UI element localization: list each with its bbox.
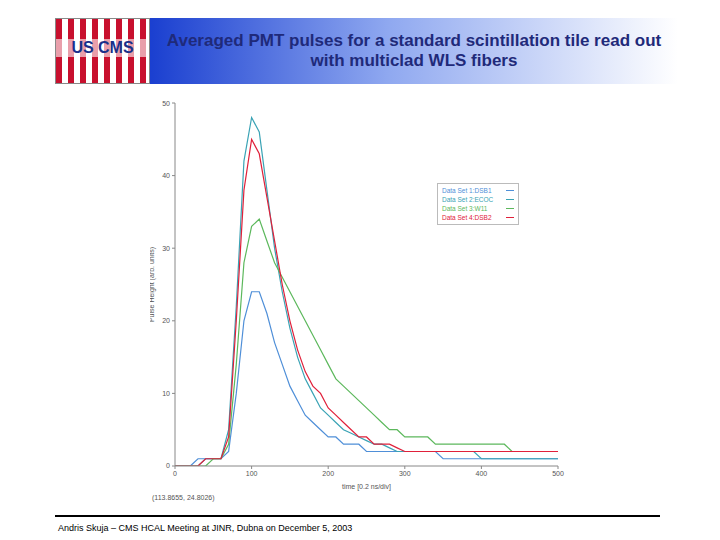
html-text:US CMS: US CMS	[71, 39, 134, 56]
svg-text:20: 20	[162, 317, 170, 324]
html-text:Andris Skuja – CMS HCAL Meetin: Andris Skuja – CMS HCAL Meeting at JINR,…	[58, 523, 353, 533]
html-text:Data Set 2:ECOC: Data Set 2:ECOC	[442, 196, 494, 203]
svg-text:50: 50	[162, 100, 170, 107]
html-text:Data Set 4:DSB2: Data Set 4:DSB2	[442, 214, 492, 221]
svg-text:30: 30	[162, 245, 170, 252]
html-text:Data Set 1:DSB1: Data Set 1:DSB1	[442, 187, 492, 194]
svg-text:300: 300	[399, 470, 411, 477]
html-text:(113.8655, 24.8026): (113.8655, 24.8026)	[152, 494, 215, 501]
svg-text:time [0.2 ns/div]: time [0.2 ns/div]	[342, 483, 391, 491]
svg-text:100: 100	[246, 470, 258, 477]
svg-text:0: 0	[173, 470, 177, 477]
svg-text:10: 10	[162, 390, 170, 397]
svg-text:0: 0	[166, 462, 170, 469]
svg-text:Pulse Height (arb. units): Pulse Height (arb. units)	[150, 247, 156, 322]
svg-text:400: 400	[476, 470, 488, 477]
html-text:Averaged PMT pulses for a stan: Averaged PMT pulses for a standard scint…	[166, 31, 662, 70]
svg-text:40: 40	[162, 172, 170, 179]
svg-text:500: 500	[552, 470, 564, 477]
svg-text:200: 200	[322, 470, 334, 477]
html-text:Data Set 3:W11: Data Set 3:W11	[442, 205, 488, 212]
